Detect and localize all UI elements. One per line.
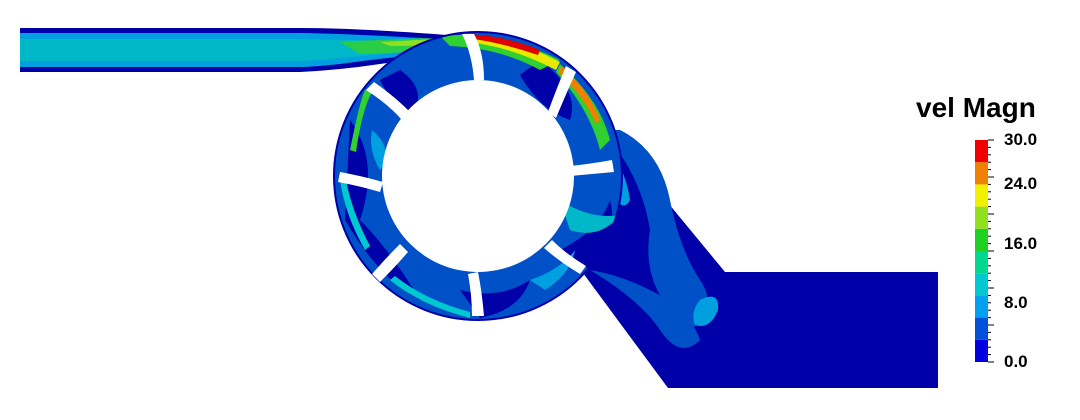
colorbar (975, 139, 994, 363)
colorbar-tick-label: 16.0 (1004, 233, 1038, 253)
colorbar-title: vel Magn (916, 92, 1036, 123)
colorbar-band (975, 251, 988, 274)
inlet-pipe (20, 28, 470, 72)
colorbar-band (975, 273, 988, 296)
rotor-hub-opening (382, 80, 574, 272)
outlet-duct (520, 66, 938, 388)
colorbar-band (975, 184, 988, 207)
colorbar-band (975, 162, 988, 185)
colorbar-tick-label: 24.0 (1004, 174, 1038, 194)
colorbar-band (975, 206, 988, 229)
colorbar-band (975, 140, 988, 163)
colorbar-band (975, 339, 988, 362)
colorbar-tick-label: 8.0 (1004, 292, 1028, 312)
rotor-blades (338, 34, 614, 316)
colorbar-band (975, 295, 988, 318)
colorbar-band (975, 228, 988, 251)
colorbar-tick-label: 0.0 (1004, 352, 1028, 371)
colorbar-tick-label: 30.0 (1004, 130, 1038, 149)
colorbar-band (975, 317, 988, 340)
